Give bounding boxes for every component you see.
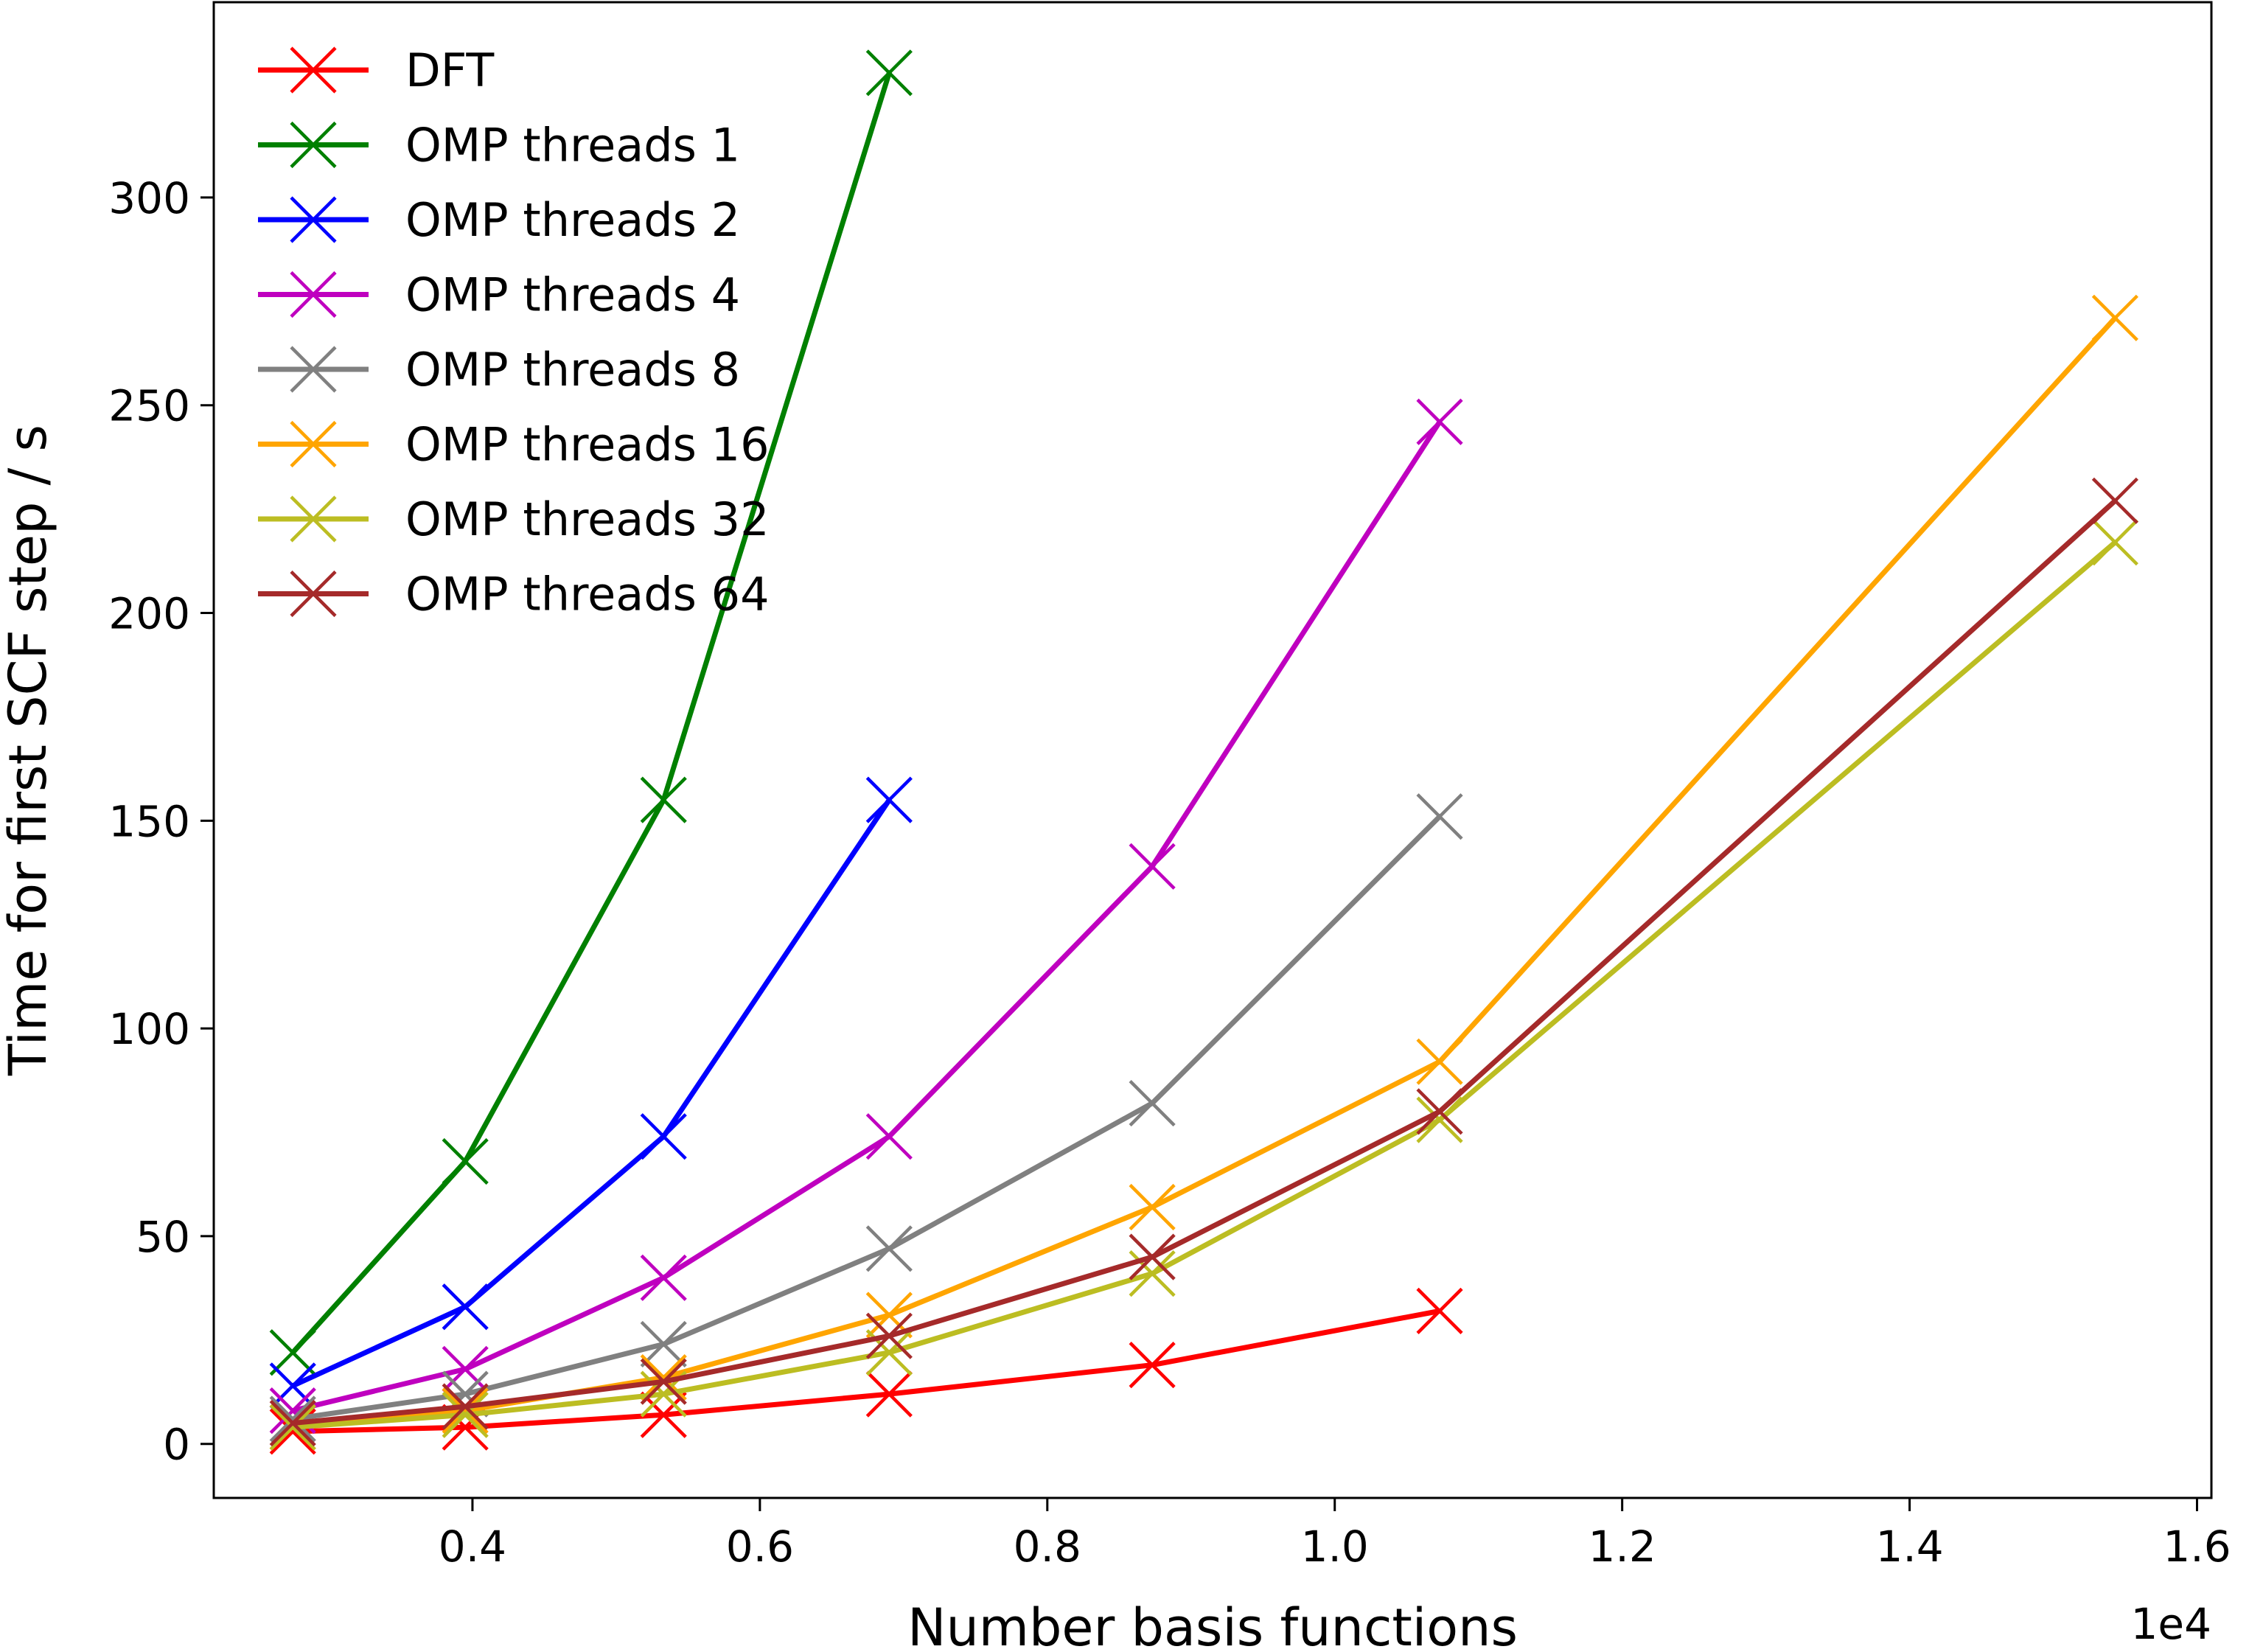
data-point-marker [640, 1113, 687, 1160]
legend-label: OMP threads 8 [405, 343, 740, 397]
data-point-marker [442, 1387, 489, 1435]
x-tick-label: 1.2 [1589, 1522, 1656, 1572]
y-axis-ticks: 0 50 100 150 200 250 300 [108, 173, 214, 1470]
plot-area [269, 49, 2138, 1455]
y-tick-label: 100 [108, 1004, 190, 1054]
data-point-marker [1416, 1287, 1463, 1334]
data-point-marker [865, 1113, 913, 1160]
legend-swatch-marker [290, 420, 337, 468]
legend-swatch-marker [290, 46, 337, 94]
data-point-marker [865, 776, 913, 823]
series-line [290, 1308, 1443, 1435]
data-point-marker [269, 1399, 316, 1447]
data-point-marker [1129, 843, 1176, 890]
data-point-marker [1416, 793, 1463, 840]
data-point-marker [865, 1370, 913, 1418]
legend-label: OMP threads 32 [405, 492, 770, 546]
data-point-marker [442, 1383, 489, 1430]
x-tick-label: 0.4 [439, 1522, 506, 1572]
legend-label: OMP threads 2 [405, 193, 740, 247]
data-point-marker [1416, 398, 1463, 445]
y-tick-label: 300 [108, 173, 190, 223]
y-axis-label: Time for first SCF step / s [0, 425, 58, 1076]
legend-label: OMP threads 64 [405, 568, 770, 621]
y-tick-label: 250 [108, 381, 190, 431]
data-point-marker [442, 1137, 489, 1185]
series-line [290, 797, 892, 1389]
data-point-marker [442, 1283, 489, 1331]
data-point-marker [640, 776, 687, 823]
data-point-marker [1416, 1038, 1463, 1085]
legend-swatch-marker [290, 271, 337, 318]
data-point-marker [640, 1358, 687, 1405]
data-point-marker [442, 1391, 489, 1438]
x-axis-offset-label: 1e4 [2131, 1599, 2212, 1649]
x-tick-label: 0.6 [726, 1522, 794, 1572]
legend-swatch-marker [290, 346, 337, 393]
legend-label: OMP threads 16 [405, 418, 770, 472]
legend-label: OMP threads 4 [405, 268, 740, 322]
data-point-marker [1416, 1096, 1463, 1143]
data-point-marker [1129, 1079, 1176, 1127]
data-point-marker [1129, 1183, 1176, 1231]
legend-swatch-marker [290, 196, 337, 243]
x-axis-ticks: 0.4 0.6 0.8 1.0 1.2 1.4 1.6 [439, 1498, 2231, 1572]
series-line [290, 419, 1443, 1414]
data-point-marker [865, 49, 913, 97]
plot-frame [212, 1, 2213, 1499]
data-point-marker [2091, 519, 2138, 566]
data-point-marker [442, 1345, 489, 1393]
y-tick-label: 50 [136, 1212, 190, 1262]
data-point-marker [269, 1404, 316, 1451]
legend-label: OMP threads 1 [405, 119, 740, 172]
legend-label: DFT [405, 43, 495, 97]
data-point-marker [865, 1312, 913, 1359]
data-point-marker [269, 1362, 316, 1409]
data-point-marker [269, 1395, 316, 1443]
data-point-marker [1129, 1342, 1176, 1389]
data-point-marker [1416, 1088, 1463, 1135]
legend-swatch-marker [290, 495, 337, 543]
data-point-marker [2091, 477, 2138, 524]
x-axis-label: Number basis functions [907, 1597, 1518, 1652]
y-tick-label: 200 [108, 589, 190, 639]
data-point-marker [269, 1329, 316, 1376]
legend: DFT OMP threads 1 OMP threads 2 OMP threads… [258, 43, 770, 621]
data-point-marker [2091, 294, 2138, 341]
legend-swatch-marker [290, 570, 337, 618]
x-tick-label: 1.4 [1875, 1522, 1943, 1572]
data-point-marker [640, 1391, 687, 1438]
data-point-marker [640, 1254, 687, 1301]
x-tick-label: 1.0 [1301, 1522, 1369, 1572]
y-tick-label: 0 [163, 1420, 190, 1470]
y-tick-label: 150 [108, 796, 190, 846]
data-point-marker [640, 1320, 687, 1368]
x-tick-label: 1.6 [2163, 1522, 2231, 1572]
x-tick-label: 0.8 [1014, 1522, 1081, 1572]
data-point-marker [865, 1225, 913, 1272]
series-line [290, 70, 892, 1356]
series-line [290, 814, 1443, 1422]
data-point-marker [1129, 1233, 1176, 1280]
legend-swatch-marker [290, 121, 337, 169]
